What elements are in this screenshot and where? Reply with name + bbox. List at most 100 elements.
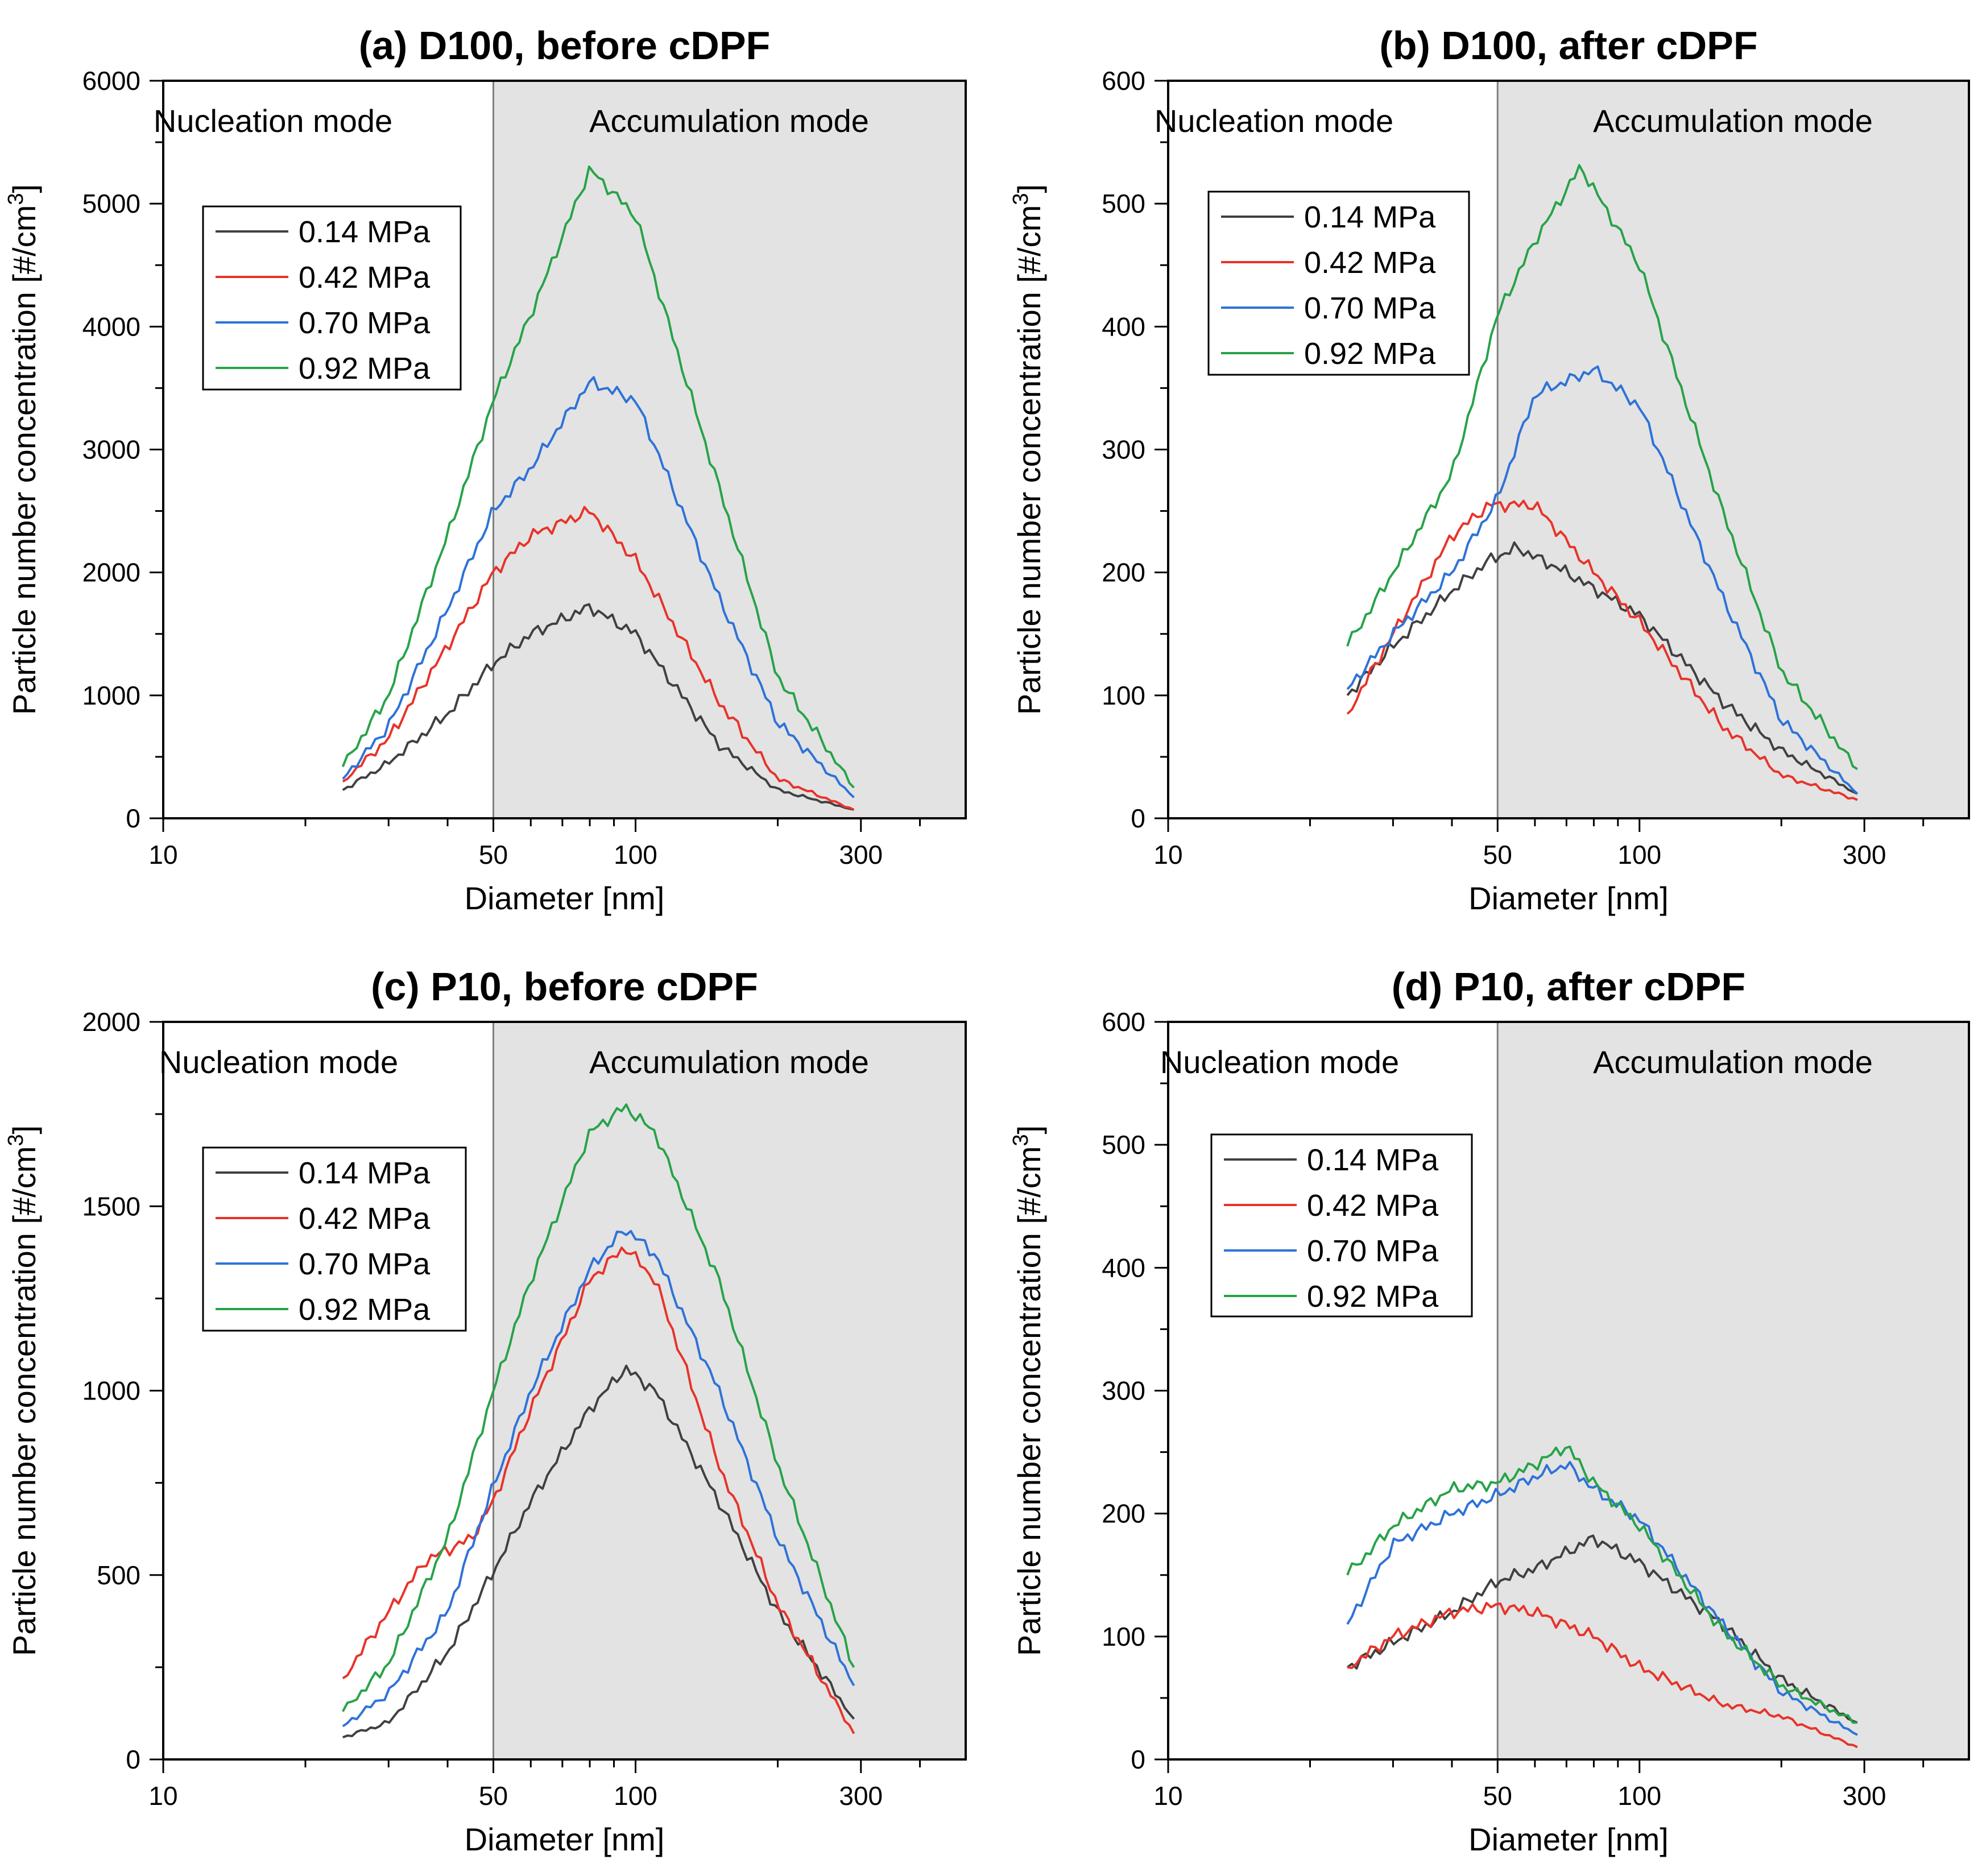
series-line-0-42-mpa bbox=[342, 506, 855, 811]
y-axis-label-superscript: 3 bbox=[4, 193, 28, 205]
legend-label: 0.42 MPa bbox=[299, 260, 431, 295]
legend: 0.14 MPa 0.42 MPa 0.70 MPa 0.92 MPa bbox=[202, 205, 462, 391]
legend-label: 0.14 MPa bbox=[1304, 200, 1436, 234]
y-tick-label: 300 bbox=[1102, 435, 1145, 465]
y-tick-label: 6000 bbox=[82, 66, 140, 96]
legend-box bbox=[202, 205, 462, 391]
series-line-0-92-mpa bbox=[342, 1103, 855, 1712]
x-tick-label: 50 bbox=[1483, 840, 1512, 869]
legend: 0.14 MPa 0.42 MPa 0.70 MPa 0.92 MPa bbox=[202, 1146, 467, 1332]
y-tick-label: 1000 bbox=[82, 1376, 140, 1406]
x-axis-label: Diameter [nm] bbox=[1468, 880, 1669, 916]
x-tick-label: 100 bbox=[1617, 840, 1661, 869]
legend-label: 0.14 MPa bbox=[299, 215, 431, 249]
y-tick-label: 400 bbox=[1102, 1253, 1145, 1282]
series-line-0-70-mpa bbox=[342, 1229, 855, 1728]
legend-label: 0.70 MPa bbox=[1307, 1234, 1439, 1268]
series-line-0-92-mpa bbox=[341, 165, 855, 789]
y-axis-label-close: ] bbox=[1011, 1125, 1047, 1134]
accumulation-mode-label: Accumulation mode bbox=[1593, 1044, 1873, 1080]
nucleation-mode-label: Nucleation mode bbox=[1160, 1044, 1399, 1080]
accumulation-mode-label: Accumulation mode bbox=[589, 103, 869, 139]
legend-box bbox=[1210, 1133, 1473, 1318]
accumulation-mode-label: Accumulation mode bbox=[1593, 103, 1873, 139]
y-tick-label: 2000 bbox=[82, 558, 140, 587]
x-tick-label: 50 bbox=[1483, 1781, 1512, 1811]
y-tick-label: 0 bbox=[126, 1745, 140, 1774]
chart-title: (d) P10, after cDPF bbox=[1392, 964, 1745, 1009]
legend-box bbox=[202, 1146, 467, 1332]
x-axis-label: Diameter [nm] bbox=[1468, 1821, 1669, 1857]
y-tick-label: 0 bbox=[126, 804, 140, 833]
y-axis-label-close: ] bbox=[6, 184, 42, 193]
y-axis-label-main: Particle number concentration [#/cm bbox=[1011, 205, 1047, 715]
legend-label: 0.14 MPa bbox=[299, 1156, 431, 1190]
x-tick-label: 10 bbox=[148, 1781, 177, 1811]
series-line-0-14-mpa bbox=[342, 1364, 855, 1738]
x-tick-label: 300 bbox=[839, 1781, 883, 1811]
chart-title: (c) P10, before cDPF bbox=[371, 964, 758, 1009]
y-axis-label: Particle number concentration [#/cm3] bbox=[1009, 184, 1047, 715]
y-tick-label: 0 bbox=[1131, 804, 1145, 833]
x-tick-label: 300 bbox=[839, 840, 883, 869]
x-axis-label: Diameter [nm] bbox=[465, 880, 665, 916]
series-line-0-70-mpa bbox=[342, 376, 855, 798]
y-axis-label-main: Particle number concentration [#/cm bbox=[1011, 1146, 1047, 1656]
series-line-0-14-mpa bbox=[1346, 541, 1858, 795]
legend-label: 0.92 MPa bbox=[1304, 337, 1436, 371]
legend: 0.14 MPa 0.42 MPa 0.70 MPa 0.92 MPa bbox=[1210, 1133, 1473, 1318]
series-line-0-92-mpa bbox=[1346, 1446, 1857, 1724]
legend-label: 0.42 MPa bbox=[299, 1202, 431, 1236]
y-tick-label: 200 bbox=[1102, 1499, 1145, 1529]
x-axis-label: Diameter [nm] bbox=[465, 1821, 665, 1857]
x-tick-label: 10 bbox=[1153, 840, 1182, 869]
legend-label: 0.92 MPa bbox=[1307, 1279, 1439, 1314]
series-line-0-42-mpa bbox=[342, 1246, 855, 1734]
x-tick-label: 300 bbox=[1843, 1781, 1886, 1811]
x-tick-label: 10 bbox=[1153, 1781, 1182, 1811]
legend-label: 0.70 MPa bbox=[1304, 291, 1436, 325]
legend: 0.14 MPa 0.42 MPa 0.70 MPa 0.92 MPa bbox=[1207, 191, 1470, 376]
y-tick-label: 500 bbox=[1102, 1130, 1145, 1159]
series-line-0-70-mpa bbox=[1346, 365, 1859, 795]
legend-label: 0.70 MPa bbox=[299, 1247, 431, 1281]
y-tick-label: 500 bbox=[97, 1560, 140, 1590]
legend-label: 0.92 MPa bbox=[299, 351, 431, 386]
y-tick-label: 300 bbox=[1102, 1376, 1145, 1406]
legend-label: 0.42 MPa bbox=[1307, 1188, 1439, 1223]
y-axis-label-main: Particle number concentration [#/cm bbox=[6, 1146, 42, 1656]
legend-label: 0.70 MPa bbox=[299, 306, 431, 340]
panel-4: (d) P10, after cDPF Nucleation mode Accumu… bbox=[1009, 964, 1970, 1857]
panel-1: (a) D100, before cDPF Nucleation mode Accu… bbox=[4, 23, 967, 916]
accumulation-region-shading bbox=[1497, 1022, 1969, 1759]
y-tick-label: 600 bbox=[1102, 66, 1145, 96]
y-tick-label: 600 bbox=[1102, 1007, 1145, 1037]
x-tick-label: 50 bbox=[479, 840, 508, 869]
x-tick-label: 100 bbox=[614, 1781, 657, 1811]
legend-label: 0.92 MPa bbox=[299, 1293, 431, 1327]
y-tick-label: 1000 bbox=[82, 681, 140, 710]
accumulation-region-shading bbox=[493, 81, 966, 818]
y-tick-label: 2000 bbox=[82, 1007, 140, 1037]
series-line-0-42-mpa bbox=[1346, 499, 1858, 801]
x-tick-label: 50 bbox=[479, 1781, 508, 1811]
accumulation-mode-label: Accumulation mode bbox=[589, 1044, 869, 1080]
nucleation-mode-label: Nucleation mode bbox=[1155, 103, 1393, 139]
y-tick-label: 500 bbox=[1102, 189, 1145, 218]
y-axis-label-close: ] bbox=[1011, 184, 1047, 193]
y-axis-label: Particle number concentration [#/cm3] bbox=[1009, 1125, 1047, 1656]
nucleation-mode-label: Nucleation mode bbox=[154, 103, 392, 139]
panel-3: (c) P10, before cDPF Nucleation mode Accum… bbox=[4, 964, 967, 1857]
y-axis-label-superscript: 3 bbox=[1009, 1134, 1033, 1146]
y-tick-label: 400 bbox=[1102, 312, 1145, 341]
y-tick-label: 100 bbox=[1102, 681, 1145, 710]
nucleation-mode-label: Nucleation mode bbox=[159, 1044, 398, 1080]
y-tick-label: 4000 bbox=[82, 312, 140, 341]
panel-2: (b) D100, after cDPF Nucleation mode Accum… bbox=[1009, 23, 1970, 916]
y-axis-label-close: ] bbox=[6, 1125, 42, 1134]
chart-title: (b) D100, after cDPF bbox=[1379, 23, 1757, 68]
x-tick-label: 300 bbox=[1843, 840, 1886, 869]
series-line-0-70-mpa bbox=[1346, 1461, 1858, 1736]
x-tick-label: 100 bbox=[1617, 1781, 1661, 1811]
